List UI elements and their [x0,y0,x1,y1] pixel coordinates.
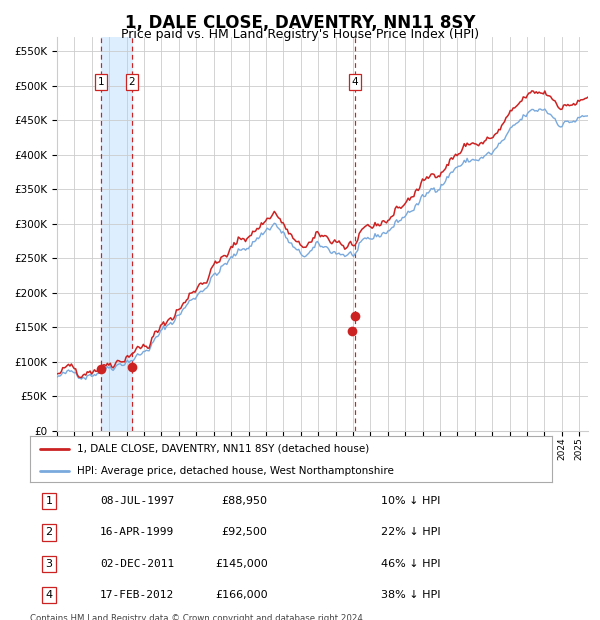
Text: 08-JUL-1997: 08-JUL-1997 [100,496,175,506]
Text: 1: 1 [98,77,104,87]
Text: £166,000: £166,000 [215,590,268,600]
Text: Price paid vs. HM Land Registry's House Price Index (HPI): Price paid vs. HM Land Registry's House … [121,28,479,41]
Text: £92,500: £92,500 [222,528,268,538]
Text: 3: 3 [46,559,52,569]
Text: 16-APR-1999: 16-APR-1999 [100,528,175,538]
Text: 1: 1 [46,496,52,506]
Text: £145,000: £145,000 [215,559,268,569]
Text: 10% ↓ HPI: 10% ↓ HPI [381,496,440,506]
Text: £88,950: £88,950 [221,496,268,506]
Text: 22% ↓ HPI: 22% ↓ HPI [381,528,440,538]
Text: 4: 4 [352,77,358,87]
Bar [101,37,131,431]
Text: 2: 2 [46,528,52,538]
Text: 4: 4 [46,590,52,600]
Text: 2: 2 [128,77,135,87]
Text: 17-FEB-2012: 17-FEB-2012 [100,590,175,600]
Text: 38% ↓ HPI: 38% ↓ HPI [381,590,440,600]
Text: 1, DALE CLOSE, DAVENTRY, NN11 8SY (detached house): 1, DALE CLOSE, DAVENTRY, NN11 8SY (detac… [77,444,369,454]
Text: 02-DEC-2011: 02-DEC-2011 [100,559,175,569]
Text: 46% ↓ HPI: 46% ↓ HPI [381,559,440,569]
Text: Contains HM Land Registry data © Crown copyright and database right 2024.
This d: Contains HM Land Registry data © Crown c… [30,614,365,620]
Text: 1, DALE CLOSE, DAVENTRY, NN11 8SY: 1, DALE CLOSE, DAVENTRY, NN11 8SY [125,14,475,32]
Text: HPI: Average price, detached house, West Northamptonshire: HPI: Average price, detached house, West… [77,466,394,476]
